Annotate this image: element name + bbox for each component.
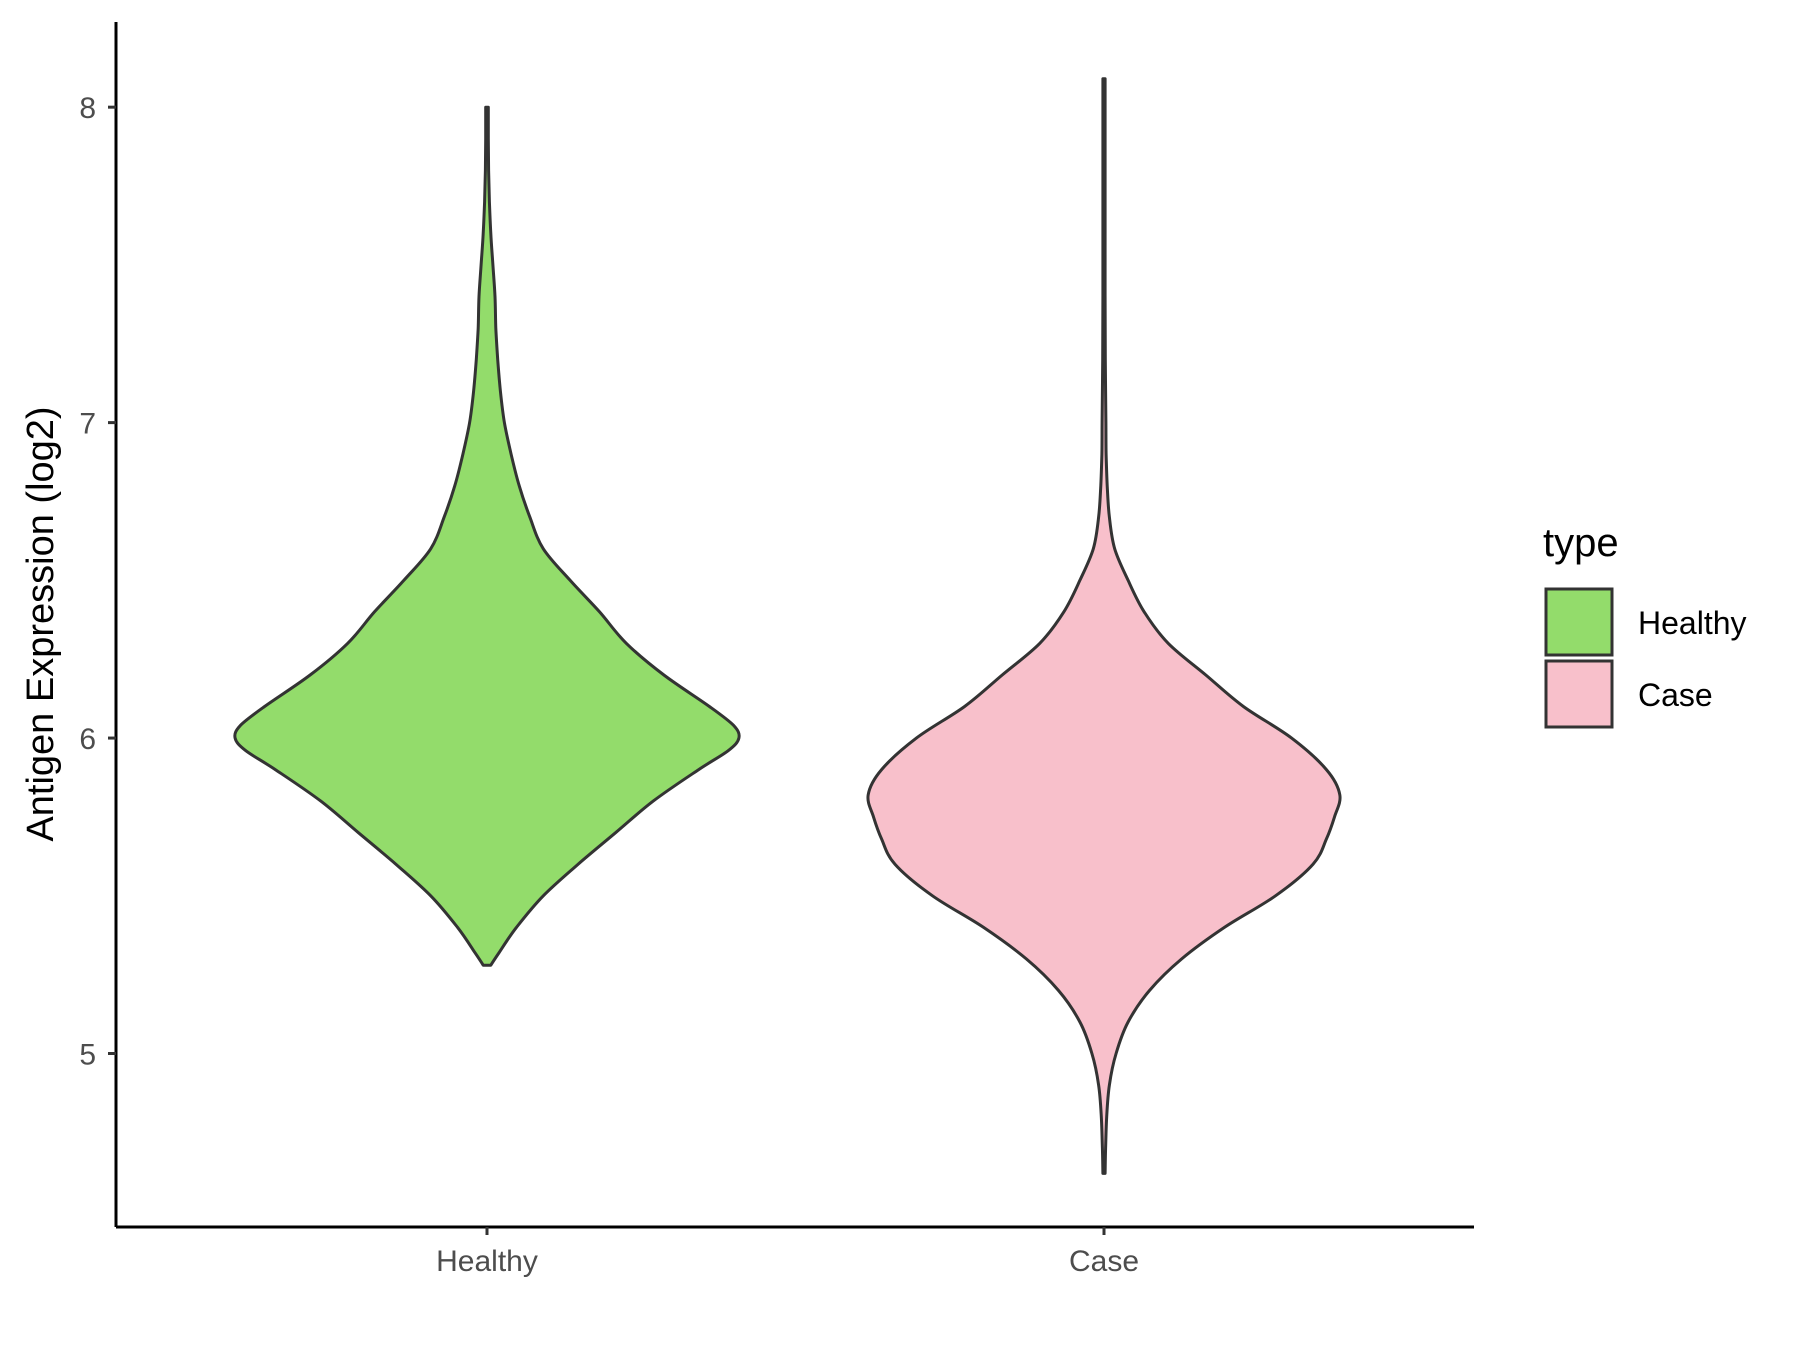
legend-key-healthy <box>1544 587 1614 657</box>
y-tick-label: 8 <box>79 92 96 125</box>
y-tick-label: 5 <box>79 1039 96 1072</box>
violin-layer <box>233 77 1342 1175</box>
y-tick-label: 7 <box>79 408 96 441</box>
legend-entries: Healthy Case <box>1544 587 1747 729</box>
y-axis-title: Antigen Expression (log2) <box>20 406 62 841</box>
x-tick-label-healthy: Healthy <box>436 1245 538 1278</box>
x-tick-label-case: Case <box>1069 1245 1139 1278</box>
y-ticks: 5 6 7 8 <box>79 92 116 1072</box>
axes <box>114 22 1474 1229</box>
violin-healthy <box>233 105 741 967</box>
legend-label-healthy: Healthy <box>1638 605 1747 641</box>
legend: type Healthy Case <box>1543 521 1747 729</box>
legend-label-case: Case <box>1638 677 1713 713</box>
legend-key-case <box>1544 659 1614 729</box>
legend-title: type <box>1543 521 1619 565</box>
y-tick-label: 6 <box>79 723 96 756</box>
violin-case <box>866 77 1342 1175</box>
x-ticks: Healthy Case <box>436 1227 1139 1278</box>
